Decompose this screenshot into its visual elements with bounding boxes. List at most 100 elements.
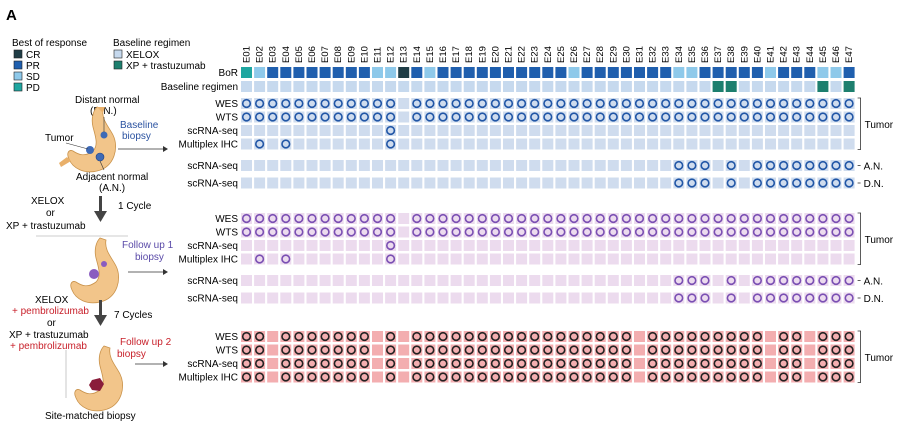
patient-id: E36 bbox=[700, 46, 711, 63]
sample-cell bbox=[332, 226, 344, 238]
sample-cell bbox=[607, 331, 619, 342]
sample-cell bbox=[241, 275, 252, 286]
sample-cell bbox=[345, 344, 357, 356]
sample-cell bbox=[725, 240, 737, 251]
sample-cell bbox=[725, 138, 737, 150]
sample-cell bbox=[450, 138, 462, 150]
sample-available-marker bbox=[752, 112, 763, 122]
sample-cell bbox=[843, 331, 855, 342]
sample-cell bbox=[804, 125, 816, 136]
sample-cell bbox=[463, 344, 475, 356]
sample-cell bbox=[280, 331, 292, 342]
sample-cell bbox=[568, 275, 580, 286]
sample-cell bbox=[489, 111, 501, 123]
sample-cell bbox=[817, 98, 829, 109]
assay-row-label: Multiplex IHC bbox=[179, 140, 238, 151]
sample-available-marker bbox=[255, 227, 265, 237]
sample-cell bbox=[751, 358, 763, 369]
sample-cell bbox=[804, 213, 816, 224]
distant-normal-label: Distant normal bbox=[75, 95, 139, 106]
sample-available-marker bbox=[503, 98, 514, 109]
sample-available-marker bbox=[320, 112, 330, 122]
sample-available-marker bbox=[765, 160, 776, 171]
sample-available-marker bbox=[674, 178, 684, 188]
sample-available-marker bbox=[661, 345, 671, 355]
sample-cell bbox=[358, 213, 370, 224]
sample-available-marker bbox=[831, 227, 841, 237]
sample-cell bbox=[843, 275, 855, 286]
sample-cell bbox=[555, 213, 567, 224]
bor-cell bbox=[241, 67, 252, 78]
sample-cell bbox=[542, 240, 554, 251]
sample-available-marker bbox=[359, 331, 370, 342]
sample-cell bbox=[398, 275, 410, 286]
sample-cell bbox=[437, 371, 449, 383]
sample-cell bbox=[673, 371, 685, 383]
sample-cell bbox=[241, 331, 252, 342]
patient-id: E03 bbox=[268, 46, 279, 63]
regimen-cell bbox=[647, 81, 659, 92]
patient-id: E19 bbox=[477, 46, 488, 63]
sample-cell bbox=[450, 160, 462, 171]
sample-available-marker bbox=[844, 112, 854, 122]
sample-cell bbox=[424, 331, 436, 342]
sample-available-marker bbox=[281, 372, 291, 382]
sample-cell bbox=[332, 358, 344, 369]
sample-cell bbox=[751, 371, 763, 383]
sample-available-marker bbox=[490, 213, 501, 224]
regimen-cell bbox=[817, 81, 829, 92]
sample-available-marker bbox=[687, 160, 697, 171]
sample-cell bbox=[634, 226, 645, 238]
sample-available-marker bbox=[490, 372, 501, 382]
sample-available-marker bbox=[831, 372, 841, 382]
sample-available-marker bbox=[241, 112, 252, 122]
sample-available-marker bbox=[281, 254, 291, 264]
site-matched-biopsy-label: Site-matched biopsy bbox=[45, 411, 136, 422]
sample-cell bbox=[647, 125, 659, 136]
sample-cell bbox=[372, 125, 383, 136]
sample-cell bbox=[660, 253, 672, 265]
sample-cell bbox=[843, 213, 855, 224]
sample-cell bbox=[725, 177, 737, 189]
sample-cell bbox=[529, 138, 541, 150]
sample-cell bbox=[594, 138, 606, 150]
sample-cell bbox=[660, 371, 672, 383]
sample-cell bbox=[437, 292, 449, 304]
regimen-cell bbox=[280, 81, 292, 92]
sample-available-marker bbox=[739, 358, 749, 369]
sample-available-marker bbox=[739, 98, 749, 109]
assay-row-label: WES bbox=[215, 332, 238, 343]
sample-cell bbox=[686, 98, 698, 109]
sample-available-marker bbox=[805, 160, 815, 171]
regimen-cell bbox=[620, 81, 632, 92]
sample-available-marker bbox=[241, 358, 252, 369]
sample-cell bbox=[725, 371, 737, 383]
sample-cell bbox=[817, 331, 829, 342]
sample-cell bbox=[660, 344, 672, 356]
sample-available-marker bbox=[739, 112, 749, 122]
sample-cell bbox=[594, 111, 606, 123]
sample-available-marker bbox=[268, 213, 278, 224]
sample-cell bbox=[594, 292, 606, 304]
group-label: Tumor bbox=[865, 353, 894, 364]
sample-cell bbox=[673, 138, 685, 150]
sample-cell bbox=[830, 358, 842, 369]
sample-cell bbox=[751, 111, 763, 123]
sample-cell bbox=[241, 226, 252, 238]
regimen-cell bbox=[765, 81, 776, 92]
sample-cell bbox=[673, 160, 685, 171]
sample-available-marker bbox=[818, 112, 828, 122]
sample-cell bbox=[620, 292, 632, 304]
sample-cell bbox=[424, 226, 436, 238]
sample-cell bbox=[306, 160, 318, 171]
sample-available-marker bbox=[700, 160, 710, 171]
sample-cell bbox=[568, 253, 580, 265]
sample-cell bbox=[634, 213, 645, 224]
sample-cell bbox=[385, 111, 397, 123]
sample-available-marker bbox=[451, 372, 461, 382]
sample-cell bbox=[463, 358, 475, 369]
sample-cell bbox=[293, 331, 305, 342]
sample-available-marker bbox=[333, 372, 343, 382]
patient-id: E09 bbox=[346, 46, 357, 63]
sample-available-marker bbox=[346, 213, 356, 224]
